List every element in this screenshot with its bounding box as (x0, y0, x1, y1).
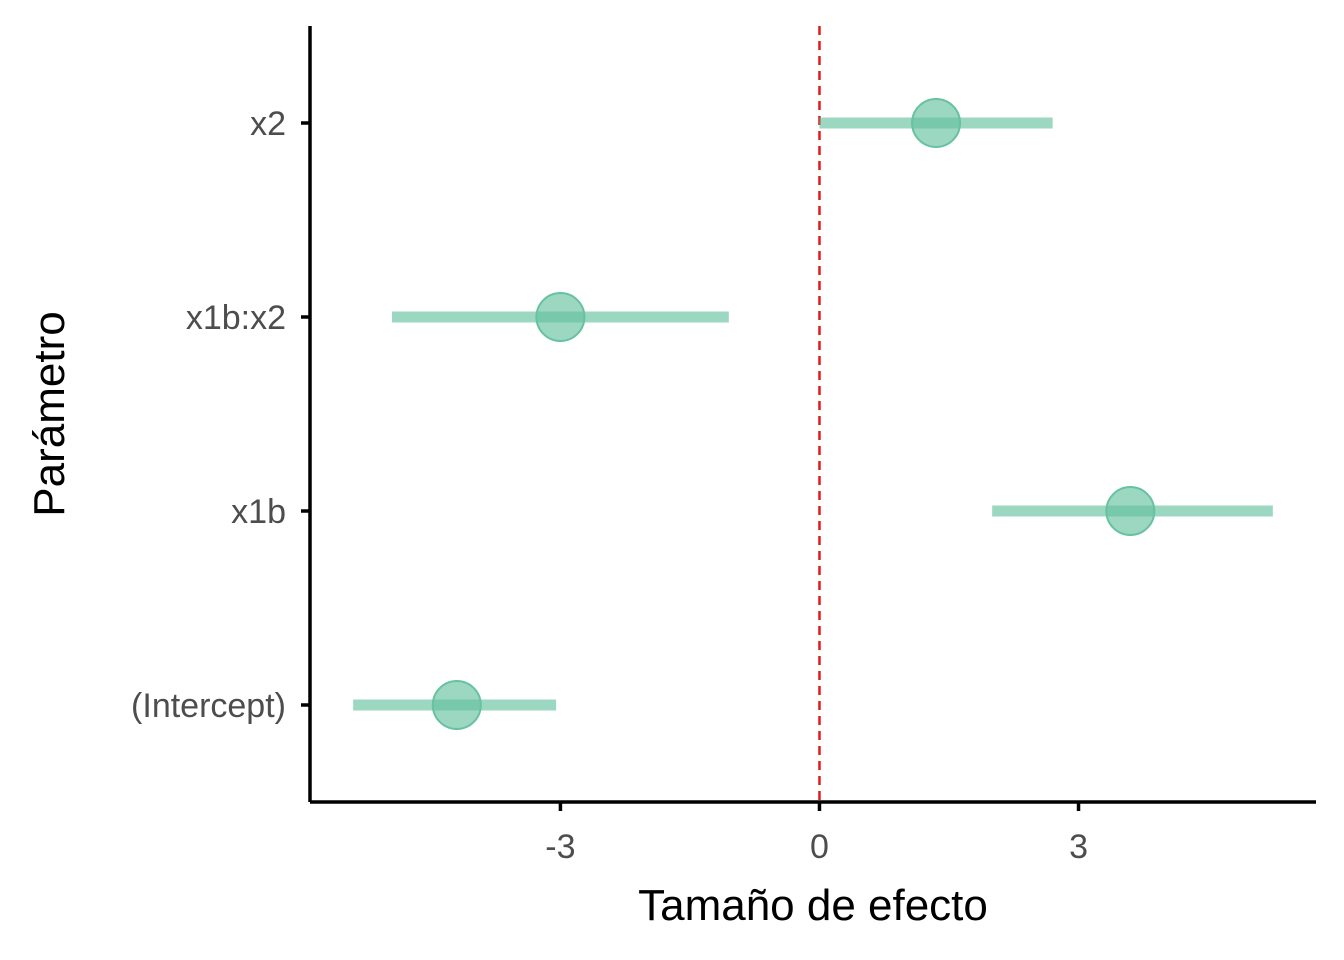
x-tick-label: 3 (1069, 828, 1088, 866)
ticks-layer: (Intercept) x1b x1b:x2 x2 -3 0 3 (131, 105, 1088, 866)
axes-layer (308, 26, 1316, 804)
y-tick-label: (Intercept) (131, 687, 286, 725)
y-tick-label: x2 (250, 105, 286, 143)
estimate-marks-layer (353, 98, 1273, 730)
x-tick-label: -3 (545, 828, 575, 866)
y-axis-title: Parámetro (25, 311, 74, 516)
x-axis-title: Tamaño de efecto (638, 881, 988, 930)
estimate-point (1105, 486, 1156, 536)
y-tick-label: x1b (231, 493, 286, 531)
estimate-point (535, 292, 586, 342)
estimate-point (431, 680, 482, 730)
x-tick-label: 0 (810, 828, 829, 866)
estimate-point (911, 98, 962, 148)
y-tick-label: x1b:x2 (186, 299, 286, 337)
